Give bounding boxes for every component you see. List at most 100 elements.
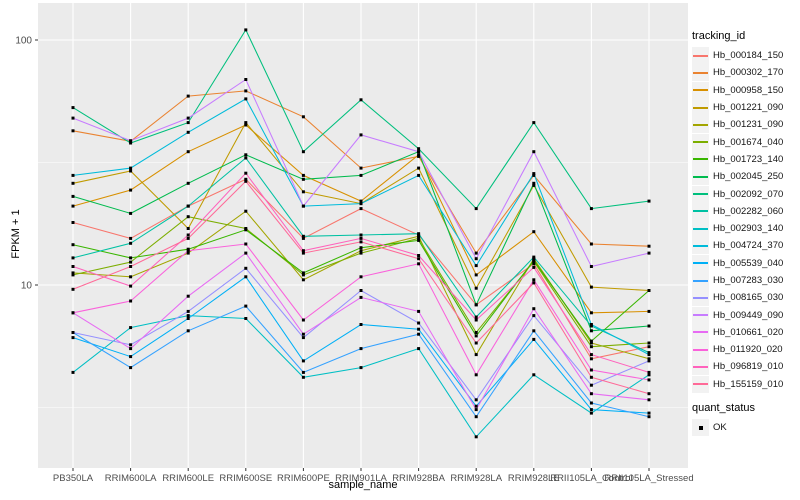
data-point: [71, 273, 75, 277]
data-point: [244, 156, 248, 160]
legend-line-icon: [692, 306, 709, 324]
data-point: [647, 370, 651, 374]
data-point: [589, 323, 593, 326]
legend-line-icon: [692, 168, 709, 186]
data-point: [71, 106, 75, 110]
data-point: [244, 317, 248, 320]
data-point: [186, 116, 190, 120]
data-point: [474, 404, 478, 408]
x-tick-label: RRIM600LE: [162, 473, 214, 484]
legend-item-Hb_002092_070: Hb_002092_070: [692, 185, 798, 203]
data-point: [129, 141, 133, 145]
data-point: [647, 415, 651, 419]
legend-line-icon: [692, 341, 709, 359]
data-point: [359, 295, 363, 299]
data-point: [129, 347, 133, 351]
data-point: [417, 332, 421, 336]
data-point: [129, 284, 133, 288]
legend-label: Hb_000958_150: [713, 84, 784, 96]
data-point: [474, 353, 478, 357]
data-point: [359, 202, 363, 206]
data-point: [129, 260, 133, 264]
data-point: [532, 281, 536, 285]
data-point: [474, 207, 478, 211]
data-point: [647, 392, 651, 396]
data-point: [647, 359, 651, 363]
data-point: [417, 234, 421, 238]
x-tick-label: RRIM600PE: [277, 473, 330, 484]
data-point: [474, 373, 478, 377]
legend-line-icon: [692, 358, 709, 376]
data-point: [129, 355, 133, 359]
data-point: [474, 257, 478, 261]
data-point: [647, 345, 651, 349]
legend-item-Hb_002903_140: Hb_002903_140: [692, 220, 798, 238]
data-point: [417, 153, 421, 157]
legend-label: Hb_001221_090: [713, 102, 784, 114]
data-point: [244, 242, 248, 246]
legend-label: Hb_002903_140: [713, 223, 784, 235]
data-point: [71, 204, 75, 208]
data-point: [359, 98, 363, 102]
data-point: [244, 28, 248, 32]
y-tick-label: 100: [15, 36, 32, 47]
data-point: [532, 258, 536, 262]
data-point: [532, 329, 536, 333]
data-point: [417, 232, 421, 236]
data-point: [71, 271, 75, 275]
data-point: [301, 375, 305, 379]
data-point: [359, 233, 363, 237]
x-tick-label: RRIM928LE: [508, 473, 560, 484]
data-point: [71, 287, 75, 291]
data-point: [474, 286, 478, 290]
data-point: [532, 181, 536, 185]
data-point: [186, 294, 190, 298]
data-point: [359, 347, 363, 351]
data-point: [417, 257, 421, 261]
legend-label: Hb_155159_010: [713, 378, 784, 390]
data-point: [589, 353, 593, 357]
data-point: [647, 378, 651, 382]
data-point: [186, 204, 190, 208]
data-point: [301, 271, 305, 275]
data-point: [474, 341, 478, 345]
legend-item-Hb_002045_250: Hb_002045_250: [692, 168, 798, 186]
data-point: [474, 435, 478, 439]
data-point: [244, 89, 248, 93]
data-point: [186, 317, 190, 320]
data-point: [301, 173, 305, 177]
data-point: [589, 339, 593, 343]
legend-item-Hb_011920_020: Hb_011920_020: [692, 341, 798, 359]
data-point: [417, 238, 421, 242]
data-point: [532, 337, 536, 341]
legend-label: Hb_008165_030: [713, 292, 784, 304]
legend-label: Hb_002045_250: [713, 171, 784, 183]
legend-item-Hb_001231_090: Hb_001231_090: [692, 116, 798, 134]
data-point: [417, 327, 421, 331]
data-point: [589, 368, 593, 372]
data-point: [244, 179, 248, 183]
data-point: [589, 285, 593, 289]
legend-label: Hb_004724_370: [713, 240, 784, 252]
data-point: [589, 242, 593, 246]
data-point: [474, 415, 478, 419]
legend-line-icon: [692, 220, 709, 238]
legend-line-icon: [692, 323, 709, 341]
data-point: [647, 251, 651, 255]
legend-line-icon: [692, 237, 709, 255]
data-point: [71, 181, 75, 185]
data-point: [301, 332, 305, 336]
data-point: [244, 304, 248, 308]
data-point: [244, 123, 248, 127]
legend-line-icon: [692, 202, 709, 220]
plot-panel: [38, 3, 688, 468]
x-tick-label: PB350LA: [53, 473, 94, 484]
data-point: [589, 329, 593, 333]
x-tick-label: RRII105LA_Stressed: [604, 473, 693, 484]
data-point: [359, 251, 363, 255]
data-point: [186, 121, 190, 125]
data-point: [474, 398, 478, 402]
data-point: [71, 129, 75, 133]
data-point: [589, 383, 593, 387]
